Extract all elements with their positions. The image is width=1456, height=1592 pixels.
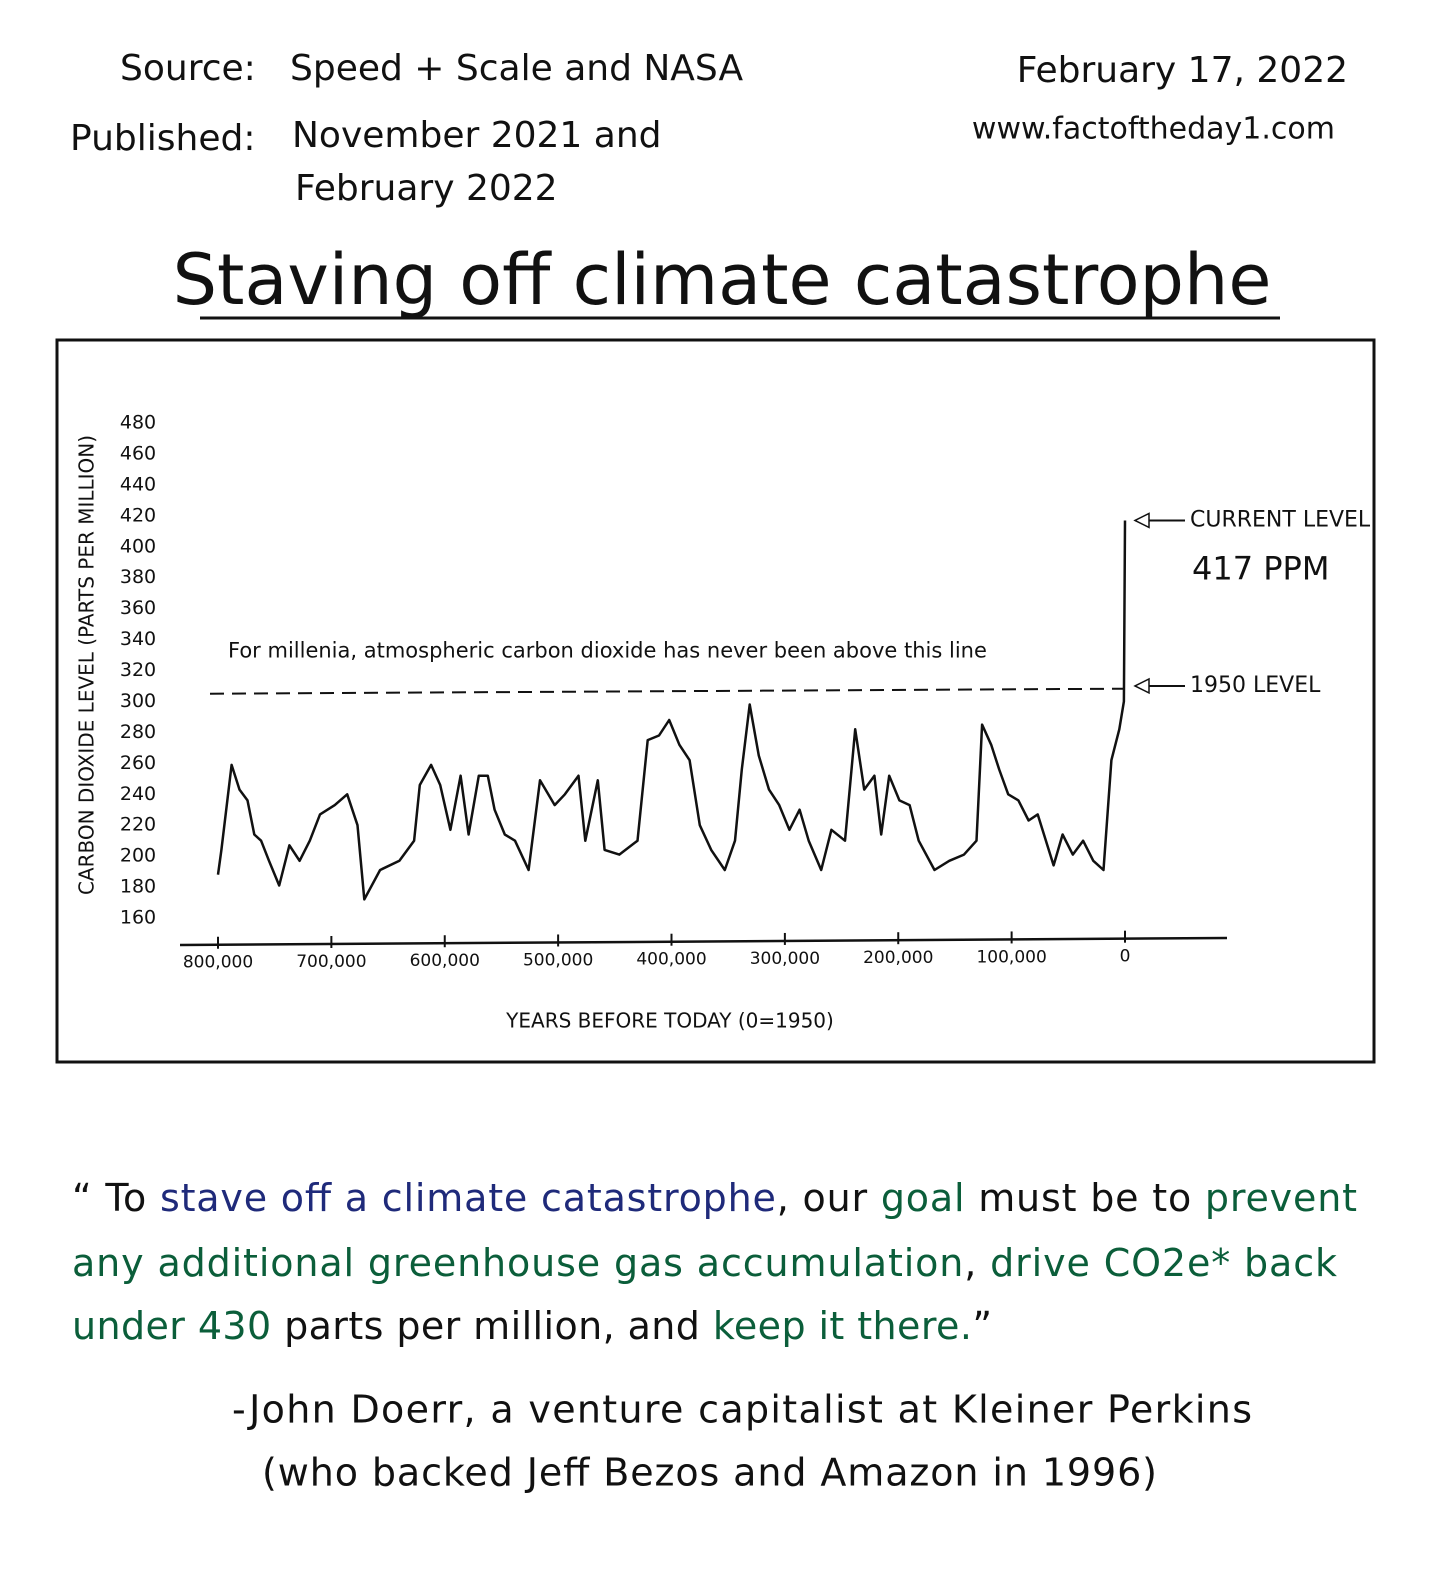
quote-segment: goal [881, 1176, 965, 1220]
published: February 2022 [295, 168, 558, 209]
attribution: -John Doerr, a venture capitalist at Kle… [232, 1388, 1252, 1432]
x-tick-label: 800,000 [183, 953, 253, 973]
y-tick-label: 380 [120, 566, 156, 588]
x-axis [179, 936, 1228, 947]
y-tick-label: 460 [120, 442, 156, 464]
y-tick-label: 360 [120, 597, 156, 619]
y-tick-label: 260 [120, 752, 156, 774]
y-tick-label: 440 [120, 473, 156, 495]
y-axis-title: CARBON DIOXIDE LEVEL (PARTS PER MILLION) [75, 435, 99, 895]
y-tick-label: 280 [120, 721, 156, 743]
attribution: (who backed Jeff Bezos and Amazon in 199… [262, 1451, 1157, 1495]
threshold-line [209, 687, 1126, 695]
y-tick-label: 340 [120, 628, 156, 650]
y-tick-label: 180 [120, 876, 156, 898]
quote-line: under 430 parts per million, and keep it… [72, 1304, 992, 1348]
x-tick-label: 700,000 [296, 952, 366, 972]
quote-segment: drive CO2e* back [990, 1241, 1337, 1285]
y-tick-label: 220 [120, 814, 156, 836]
quote-line: any additional greenhouse gas accumulati… [72, 1241, 1337, 1285]
quote-segment: parts per million, and [272, 1304, 713, 1348]
x-tick-label: 300,000 [750, 949, 820, 969]
x-axis-title: YEARS BEFORE TODAY (0=1950) [505, 1009, 834, 1033]
y-tick-label: 320 [120, 659, 156, 681]
quote-line: “ To stave off a climate catastrophe, ou… [72, 1176, 1357, 1220]
x-tick-label: 500,000 [523, 950, 593, 970]
y-tick-label: 160 [120, 907, 156, 929]
chart-frame [55, 338, 1376, 1064]
co2-line [216, 520, 1127, 901]
y-tick-label: 240 [120, 783, 156, 805]
website: www.factoftheday1.com [972, 112, 1335, 147]
y-tick-label: 400 [120, 535, 156, 557]
quote-segment: must be to [965, 1176, 1204, 1220]
published-label: Published: [70, 118, 255, 159]
date: February 17, 2022 [1017, 50, 1348, 91]
annotation-value: 417 PPM [1192, 549, 1329, 587]
quote-segment: , our [777, 1176, 880, 1220]
source: Speed + Scale and NASA [290, 48, 743, 89]
x-tick-label: 200,000 [863, 948, 933, 968]
y-tick-label: 200 [120, 845, 156, 867]
y-tick-label: 420 [120, 504, 156, 526]
x-tick-label: 100,000 [976, 947, 1046, 967]
chart-title: Staving off climate catastrophe [173, 239, 1272, 321]
quote-segment: under 430 [72, 1304, 271, 1348]
arrowhead [1133, 512, 1150, 529]
quote-segment: keep it there. [713, 1304, 972, 1348]
quote-segment: , [964, 1241, 989, 1285]
threshold-label: For millenia, atmospheric carbon dioxide… [228, 639, 987, 663]
quote-segment: stave off a climate catastrophe [160, 1176, 776, 1220]
published: November 2021 and [292, 115, 662, 156]
quote-segment: any additional greenhouse gas accumulati… [72, 1241, 963, 1285]
y-tick-label: 480 [120, 412, 156, 434]
x-tick-label: 600,000 [410, 951, 480, 971]
source-label: Source: [120, 48, 256, 89]
x-tick-label: 0 [1120, 947, 1131, 967]
quote-segment: prevent [1205, 1176, 1357, 1220]
quote-segment: ” [972, 1304, 992, 1348]
quote-segment: “ To [72, 1176, 159, 1220]
x-tick-label: 400,000 [636, 950, 706, 970]
annotation-label: CURRENT LEVEL [1190, 507, 1371, 532]
y-tick-label: 300 [120, 690, 156, 712]
arrowhead [1133, 677, 1150, 695]
annotation-label: 1950 LEVEL [1190, 673, 1321, 698]
